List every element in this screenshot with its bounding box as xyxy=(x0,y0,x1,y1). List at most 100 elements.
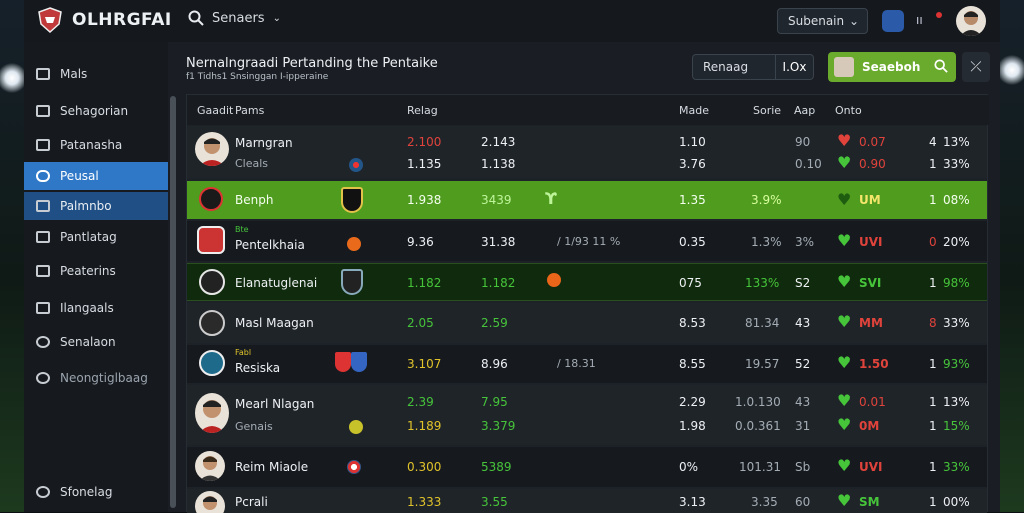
onto-value: 0.07 xyxy=(859,135,886,149)
table-row[interactable]: Fabl Resiska 3.107 8.96 / 18.31 8.55 19.… xyxy=(187,345,987,383)
shield-logo-icon[interactable] xyxy=(36,6,64,34)
sidebar-item-ilangaals[interactable]: Ilangaals xyxy=(24,294,168,322)
settings-icon xyxy=(36,486,50,498)
table-row[interactable]: Benph 1.938 3439 ϒ 1.35 3.9% ♥ UM 1 08% xyxy=(187,181,987,219)
sidebar-item-sfonelag[interactable]: Sfonelag xyxy=(24,478,168,506)
table-row[interactable]: Elanatuglenai 1.182 1.182 075 133% S2 ♥ … xyxy=(187,263,987,301)
sorie-value: 81.34 xyxy=(745,316,780,330)
avg-value: 90 xyxy=(795,135,811,149)
club-crest-icon xyxy=(199,350,225,376)
club-badge-icon xyxy=(349,420,363,434)
sidebar-item-label: Patanasha xyxy=(60,138,123,152)
club-crest-icon xyxy=(197,226,225,254)
range-selector[interactable]: Renaag I.Ox xyxy=(692,54,814,80)
floodlight-left xyxy=(0,60,24,96)
col-header-pams[interactable]: Pams xyxy=(235,104,265,117)
rating-value: 1.135 xyxy=(407,157,442,171)
club-badge-icon xyxy=(347,460,361,474)
avg-value: 52 xyxy=(795,357,811,371)
ratings-table: Gaadit Pams Relag Made Sorie Aap Onto Ma… xyxy=(186,94,989,513)
rating-value: 2.39 xyxy=(407,395,434,409)
player-club: Cleals xyxy=(235,157,269,170)
player-club: Genais xyxy=(235,420,273,433)
player-avatar xyxy=(195,451,225,481)
table-row[interactable]: Marngran Cleals 2.100 1.135 2.143 1.138 … xyxy=(187,126,987,178)
sidebar-scrollbar[interactable] xyxy=(170,96,176,508)
onto-value: 0.90 xyxy=(859,157,886,171)
sliders-icon[interactable]: ıı xyxy=(916,13,923,27)
sidebar-item-sehagorian[interactable]: Sehagorian xyxy=(24,97,168,125)
rating-value: 1.182 xyxy=(481,276,516,290)
col-header-onto[interactable]: Onto xyxy=(835,104,862,117)
pct-prefix: 1 xyxy=(929,460,937,474)
rating-value: 2.143 xyxy=(481,135,516,149)
chevron-down-icon: ⌄ xyxy=(272,12,281,24)
col-header-gaadit[interactable]: Gaadit xyxy=(197,104,234,117)
sidebar-item-patanasha[interactable]: Patanasha xyxy=(24,131,168,159)
pct-prefix: 1 xyxy=(929,395,937,409)
sidebar-item-peusal[interactable]: Peusal xyxy=(24,162,168,190)
chevron-down-icon: ⌄ xyxy=(848,14,859,28)
sidebar-item-neongtiglbaag[interactable]: Neongtiglbaag xyxy=(24,364,168,392)
rating-value: 3.379 xyxy=(481,419,516,433)
avg-value: 3% xyxy=(795,235,815,249)
table-row[interactable]: Pcrali 1.333 3.55 3.13 3.35 60 ♥ SM 1 00… xyxy=(187,489,987,513)
player-name: Reim Miaole xyxy=(235,460,309,474)
close-button[interactable]: ⤫ xyxy=(962,52,990,82)
made-value: 3.76 xyxy=(679,157,706,171)
sidebar-item-pantlatag[interactable]: Pantlatag xyxy=(24,223,168,251)
col-header-made[interactable]: Made xyxy=(679,104,709,117)
heart-icon: ♥ xyxy=(837,456,852,475)
col-header-rating[interactable]: Relag xyxy=(407,104,438,117)
sorie-value: 101.31 xyxy=(739,460,781,474)
avg-value: 60 xyxy=(795,495,811,509)
top-bar: OLHRGFAI Senaers ⌄ Subenain ⌄ ıı xyxy=(24,0,1000,42)
heart-icon: ♥ xyxy=(837,491,852,510)
player-name: Mearl Nlagan xyxy=(235,397,315,411)
table-header: Gaadit Pams Relag Made Sorie Aap Onto xyxy=(187,95,989,125)
notification-icon[interactable] xyxy=(882,10,904,32)
sidebar-item-palmnbo[interactable]: Palmnbo xyxy=(24,192,168,220)
sorie-value: 1.0.130 xyxy=(735,395,781,409)
pct-prefix: 8 xyxy=(929,316,937,330)
rating-value: 3439 xyxy=(481,193,512,207)
sidebar-item-label: Sfonelag xyxy=(60,485,113,499)
sidebar-item-mals[interactable]: Mals xyxy=(24,60,168,88)
ball-icon xyxy=(199,310,225,336)
made-value: 8.55 xyxy=(679,357,706,371)
rating-value: 3.107 xyxy=(407,357,442,371)
club-badge-icon xyxy=(349,158,363,172)
search-button-label: Seaeboh xyxy=(862,60,921,74)
heart-icon: ♥ xyxy=(837,391,852,410)
club-badge-icon xyxy=(335,352,351,372)
col-header-avg[interactable]: Aap xyxy=(794,104,816,117)
sidebar-item-label: Pantlatag xyxy=(60,230,117,244)
chat-icon xyxy=(36,170,50,182)
search-button[interactable]: Seaeboh xyxy=(828,52,956,82)
sidebar-item-label: Mals xyxy=(60,67,88,81)
col-header-sorie[interactable]: Sorie xyxy=(753,104,782,117)
filter-label: Subenain xyxy=(788,14,845,28)
app-window: OLHRGFAI Senaers ⌄ Subenain ⌄ ıı Mals Se… xyxy=(24,0,1000,513)
avg-value: S2 xyxy=(795,276,811,290)
made-value: 2.29 xyxy=(679,395,706,409)
sidebar: Mals Sehagorian Patanasha Peusal Palmnbo… xyxy=(24,42,168,512)
filter-select[interactable]: Subenain ⌄ xyxy=(777,8,868,34)
player-name: Resiska xyxy=(235,361,281,375)
window-icon xyxy=(36,231,50,243)
alert-icon[interactable] xyxy=(936,12,942,18)
table-row[interactable]: Masl Maagan 2.05 2.59 8.53 81.34 43 ♥ MM… xyxy=(187,303,987,343)
pct-value: 33% xyxy=(943,157,970,171)
table-row[interactable]: Reim Miaole 0.300 5389 0% 101.31 Sb ♥ UV… xyxy=(187,447,987,487)
search-dropdown[interactable]: Senaers ⌄ xyxy=(188,10,281,26)
pct-prefix: 4 xyxy=(929,135,937,149)
globe-icon xyxy=(36,372,50,384)
made-value: 0% xyxy=(679,460,699,474)
user-avatar[interactable] xyxy=(956,6,986,36)
range-value[interactable]: I.Ox xyxy=(775,55,813,79)
heart-icon: ♥ xyxy=(837,272,852,291)
table-row[interactable]: Mearl Nlagan Genais 2.39 1.189 7.95 3.37… xyxy=(187,385,987,445)
sidebar-item-peaterins[interactable]: Peaterins xyxy=(24,257,168,285)
table-row[interactable]: Bte Pentelkhaia 9.36 31.38 / 1/93 11 % 0… xyxy=(187,221,987,261)
sidebar-item-senalaon[interactable]: Senalaon xyxy=(24,328,168,356)
